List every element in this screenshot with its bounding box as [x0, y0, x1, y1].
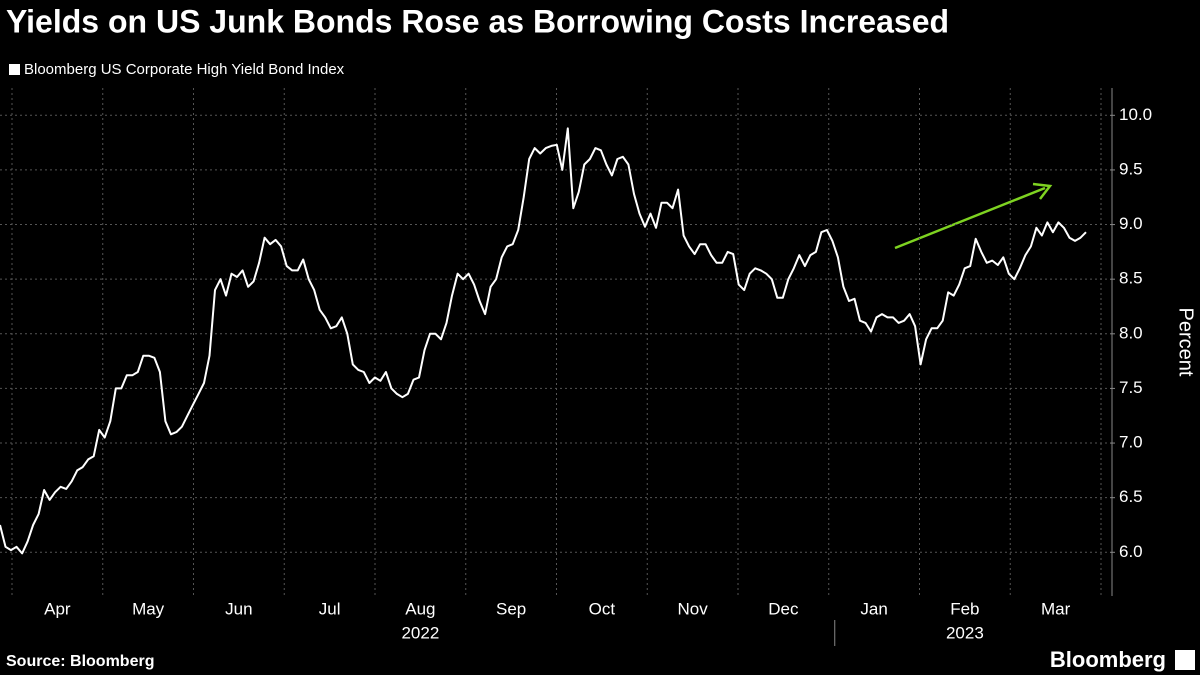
annotation-arrowhead — [1032, 182, 1053, 200]
line-series — [0, 127, 1087, 555]
y-tick-label: 8.0 — [1119, 323, 1143, 342]
annotation-arrow — [894, 186, 1046, 250]
x-tick-label: May — [132, 599, 165, 618]
x-tick-label: Feb — [950, 599, 979, 618]
x-tick-label: Jan — [860, 599, 887, 618]
source: Source: Bloomberg — [6, 653, 154, 670]
y-tick-label: 10.0 — [1119, 105, 1152, 124]
legend-swatch — [9, 64, 20, 75]
x-tick-label: Mar — [1041, 599, 1071, 618]
y-axis-label: Percent — [1175, 308, 1197, 377]
x-tick-label: Apr — [44, 599, 71, 618]
legend-label: Bloomberg US Corporate High Yield Bond I… — [24, 61, 345, 78]
y-tick-label: 8.5 — [1119, 269, 1143, 288]
chart-title: Yields on US Junk Bonds Rose as Borrowin… — [6, 3, 949, 39]
x-tick-label: Sep — [496, 599, 526, 618]
year-label: 2023 — [946, 623, 984, 642]
y-tick-label: 9.5 — [1119, 159, 1143, 178]
x-tick-label: Oct — [589, 599, 616, 618]
x-tick-label: Jul — [319, 599, 341, 618]
y-tick-label: 7.5 — [1119, 378, 1143, 397]
x-tick-label: Nov — [678, 599, 709, 618]
x-tick-label: Aug — [405, 599, 435, 618]
x-tick-label: Jun — [225, 599, 252, 618]
brand-icon — [1175, 650, 1195, 670]
x-tick-label: Dec — [768, 599, 799, 618]
year-label: 2022 — [401, 623, 439, 642]
y-tick-label: 6.0 — [1119, 542, 1143, 561]
brand: Bloomberg — [1050, 647, 1166, 672]
y-tick-label: 9.0 — [1119, 214, 1143, 233]
y-tick-label: 6.5 — [1119, 487, 1143, 506]
y-tick-label: 7.0 — [1119, 433, 1143, 452]
